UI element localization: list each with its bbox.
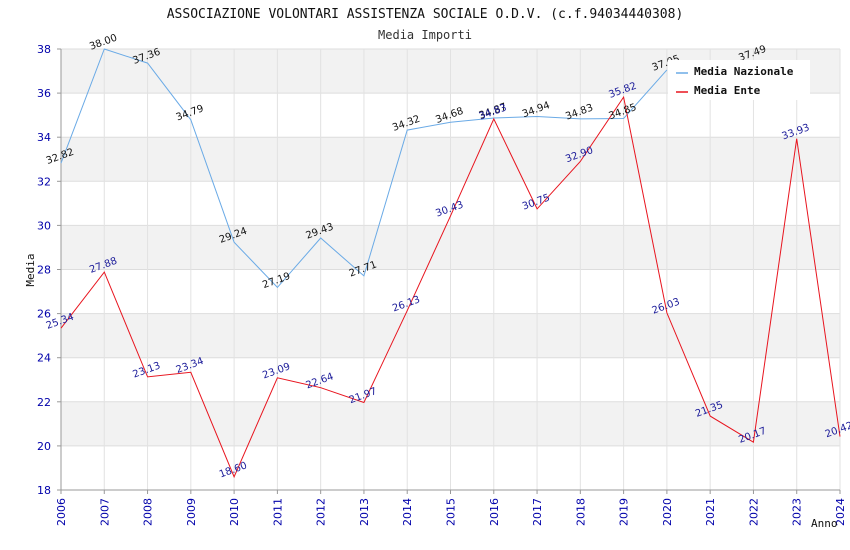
x-tick-label: 2023 (791, 498, 804, 526)
chart-subtitle: Media Importi (378, 28, 472, 42)
chart-series-lines (60, 49, 841, 479)
y-tick-label: 18 (37, 484, 51, 497)
x-tick-label: 2008 (142, 498, 155, 526)
x-tick-label: 2022 (747, 498, 760, 526)
y-tick-label: 28 (37, 264, 51, 277)
x-tick-label: 2014 (401, 498, 414, 526)
x-tick-label: 2011 (271, 498, 284, 526)
x-tick-label: 2007 (98, 498, 111, 526)
x-tick-label: 2019 (618, 498, 631, 526)
x-axis-label: Anno (811, 517, 838, 530)
chart-title: ASSOCIAZIONE VOLONTARI ASSISTENZA SOCIAL… (167, 7, 684, 22)
x-tick-label: 2013 (358, 498, 371, 526)
series-line-media-ente (60, 95, 841, 479)
y-axis-label: Media (24, 253, 37, 286)
x-tick-label: 2012 (315, 498, 328, 526)
x-tick-label: 2015 (445, 498, 458, 526)
x-tick-label: 2024 (834, 498, 847, 526)
y-tick-label: 22 (37, 396, 51, 409)
x-tick-label: 2021 (704, 498, 717, 526)
y-tick-label: 30 (37, 219, 51, 232)
x-tick-label: 2020 (661, 498, 674, 526)
y-tick-label: 24 (37, 352, 51, 365)
y-tick-label: 38 (37, 43, 51, 56)
x-tick-label: 2017 (531, 498, 544, 526)
y-tick-label: 20 (37, 440, 51, 453)
y-tick-label: 34 (37, 131, 51, 144)
x-tick-label: 2006 (55, 498, 68, 526)
y-tick-label: 32 (37, 175, 51, 188)
x-tick-label: 2016 (488, 498, 501, 526)
x-tick-label: 2018 (574, 498, 587, 526)
y-tick-label: 36 (37, 87, 51, 100)
x-tick-label: 2010 (228, 498, 241, 526)
chart-legend: Media Nazionale Media Ente (668, 60, 810, 100)
y-tick-label: 26 (37, 308, 51, 321)
legend-label-media-ente: Media Ente (694, 84, 761, 97)
legend-label-media-nazionale: Media Nazionale (694, 65, 794, 78)
x-tick-label: 2009 (185, 498, 198, 526)
legend-background (668, 60, 810, 100)
